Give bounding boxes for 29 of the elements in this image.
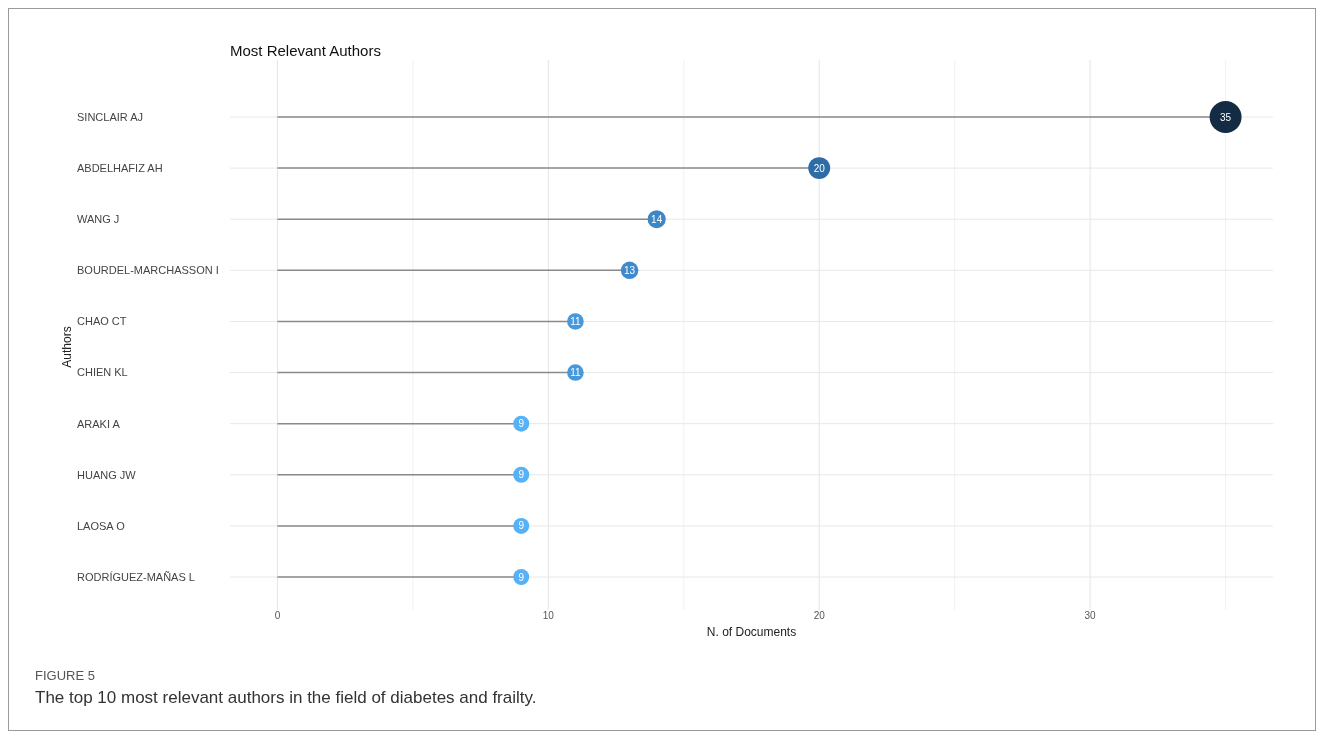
y-tick-label: WANG J: [77, 213, 120, 226]
y-tick-label: SINCLAIR AJ: [77, 110, 144, 123]
chart-title: Most Relevant Authors: [230, 42, 381, 59]
data-label: 9: [518, 571, 525, 583]
x-tick-label: 10: [542, 610, 555, 621]
y-tick-label: LAOSA O: [77, 519, 126, 532]
data-label: 13: [624, 264, 636, 276]
data-label: 9: [518, 520, 525, 532]
y-tick-label: BOURDEL-MARCHASSON I: [77, 264, 219, 277]
text: The top 10 most relevant authors in the field of diabetes and frailty.: [35, 688, 537, 707]
data-label: 14: [651, 213, 663, 225]
y-tick-label: CHAO CT: [77, 315, 127, 328]
caption: FIGURE 5: [35, 668, 95, 683]
data-label: 11: [570, 367, 582, 379]
data-label: 9: [518, 418, 525, 430]
y-tick-label: HUANG JW: [77, 468, 137, 481]
y-tick-label: RODRÍGUEZ-MAÑAS L: [77, 570, 195, 583]
data-label: 35: [1220, 111, 1232, 123]
x-tick-label: 0: [274, 610, 281, 621]
data-label: 11: [570, 315, 582, 327]
y-tick-label: ABDELHAFIZ AH: [77, 161, 163, 174]
data-label: 9: [518, 469, 525, 481]
data-label: 20: [813, 162, 826, 174]
y-tick-label: ARAKI A: [77, 417, 121, 430]
y-tick-label: CHIEN KL: [77, 366, 128, 379]
x-axis-title: N. of Documents: [706, 625, 797, 639]
x-tick-label: 20: [813, 610, 826, 621]
y-axis-title: Authors: [60, 326, 74, 368]
x-tick-label: 30: [1084, 610, 1097, 621]
